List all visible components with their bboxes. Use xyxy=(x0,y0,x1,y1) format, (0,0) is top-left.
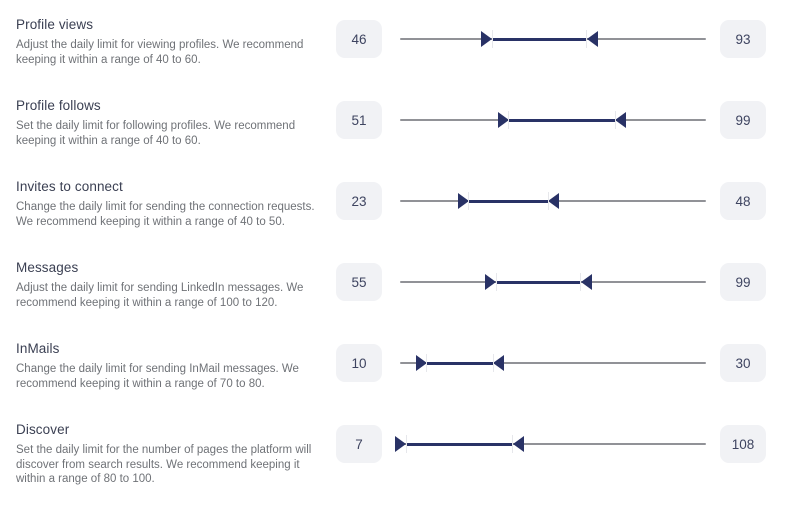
slider-selected-range xyxy=(492,37,587,41)
low-value-box: 7 xyxy=(336,425,382,463)
limit-text-block: Invites to connect Change the daily limi… xyxy=(16,177,336,229)
slider-selected-range xyxy=(426,361,494,365)
triangle-left-icon xyxy=(512,436,524,452)
limit-title: Profile views xyxy=(16,17,94,32)
range-slider[interactable] xyxy=(400,182,706,220)
limit-controls: 51 99 xyxy=(336,101,766,139)
handle-tick-icon xyxy=(547,192,549,210)
high-value-box: 99 xyxy=(720,263,766,301)
limit-row-invites-to-connect: Invites to connect Change the daily limi… xyxy=(16,177,766,229)
limit-row-profile-views: Profile views Adjust the daily limit for… xyxy=(16,15,766,67)
slider-track[interactable] xyxy=(400,362,706,364)
handle-tick-icon xyxy=(580,273,582,291)
limit-row-inmails: InMails Change the daily limit for sendi… xyxy=(16,339,766,391)
limit-text-block: Profile views Adjust the daily limit for… xyxy=(16,15,336,67)
low-value-box: 51 xyxy=(336,101,382,139)
limit-text-block: Discover Set the daily limit for the num… xyxy=(16,420,336,487)
handle-tick-icon xyxy=(426,354,428,372)
limit-title: Discover xyxy=(16,422,70,437)
low-value-box: 10 xyxy=(336,344,382,382)
slider-selected-range xyxy=(468,199,549,203)
low-value-box: 23 xyxy=(336,182,382,220)
limit-row-discover: Discover Set the daily limit for the num… xyxy=(16,420,766,487)
slider-selected-range xyxy=(496,280,581,284)
limit-controls: 23 48 xyxy=(336,182,766,220)
low-value-box: 46 xyxy=(336,20,382,58)
triangle-right-icon xyxy=(457,193,469,209)
handle-tick-icon xyxy=(586,30,588,48)
handle-tick-icon xyxy=(495,273,497,291)
high-value-box: 99 xyxy=(720,101,766,139)
limit-description: Change the daily limit for sending the c… xyxy=(16,201,315,228)
limit-text-block: InMails Change the daily limit for sendi… xyxy=(16,339,336,391)
limit-controls: 7 108 xyxy=(336,425,766,463)
limit-row-messages: Messages Adjust the daily limit for send… xyxy=(16,258,766,310)
limit-controls: 10 30 xyxy=(336,344,766,382)
limit-controls: 46 93 xyxy=(336,20,766,58)
limit-row-profile-follows: Profile follows Set the daily limit for … xyxy=(16,96,766,148)
daily-limits-settings: Profile views Adjust the daily limit for… xyxy=(16,15,766,487)
slider-selected-range xyxy=(508,118,616,122)
high-value-box: 30 xyxy=(720,344,766,382)
high-value-box: 93 xyxy=(720,20,766,58)
triangle-left-icon xyxy=(586,31,598,47)
range-slider[interactable] xyxy=(400,101,706,139)
triangle-left-icon xyxy=(548,193,560,209)
triangle-right-icon xyxy=(415,355,427,371)
range-slider[interactable] xyxy=(400,263,706,301)
low-value-box: 55 xyxy=(336,263,382,301)
triangle-right-icon xyxy=(485,274,497,290)
limit-title: Messages xyxy=(16,260,79,275)
handle-tick-icon xyxy=(512,435,514,453)
limit-text-block: Messages Adjust the daily limit for send… xyxy=(16,258,336,310)
range-slider[interactable] xyxy=(400,344,706,382)
triangle-left-icon xyxy=(615,112,627,128)
limit-controls: 55 99 xyxy=(336,263,766,301)
limit-title: InMails xyxy=(16,341,60,356)
triangle-right-icon xyxy=(481,31,493,47)
limit-title: Invites to connect xyxy=(16,179,123,194)
limit-description: Change the daily limit for sending InMai… xyxy=(16,363,299,390)
slider-selected-range xyxy=(406,442,513,446)
handle-tick-icon xyxy=(508,111,510,129)
triangle-right-icon xyxy=(497,112,509,128)
handle-tick-icon xyxy=(491,30,493,48)
handle-tick-icon xyxy=(492,354,494,372)
handle-tick-icon xyxy=(405,435,407,453)
limit-description: Set the daily limit for following profil… xyxy=(16,120,296,147)
limit-description: Set the daily limit for the number of pa… xyxy=(16,444,312,485)
triangle-right-icon xyxy=(395,436,407,452)
range-slider[interactable] xyxy=(400,20,706,58)
handle-tick-icon xyxy=(468,192,470,210)
limit-description: Adjust the daily limit for sending Linke… xyxy=(16,282,304,309)
triangle-left-icon xyxy=(493,355,505,371)
slider-track[interactable] xyxy=(400,443,706,445)
triangle-left-icon xyxy=(580,274,592,290)
range-slider[interactable] xyxy=(395,425,706,463)
high-value-box: 108 xyxy=(720,425,766,463)
limit-description: Adjust the daily limit for viewing profi… xyxy=(16,39,304,66)
handle-tick-icon xyxy=(614,111,616,129)
limit-text-block: Profile follows Set the daily limit for … xyxy=(16,96,336,148)
limit-title: Profile follows xyxy=(16,98,101,113)
high-value-box: 48 xyxy=(720,182,766,220)
